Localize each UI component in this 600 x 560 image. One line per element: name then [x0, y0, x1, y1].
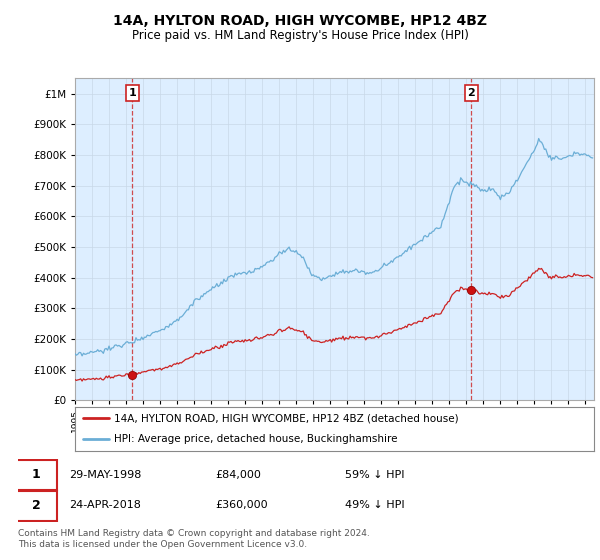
Text: 2: 2 — [467, 88, 475, 98]
Text: £84,000: £84,000 — [215, 470, 261, 480]
Text: 59% ↓ HPI: 59% ↓ HPI — [345, 470, 404, 480]
Text: 1: 1 — [128, 88, 136, 98]
Text: Price paid vs. HM Land Registry's House Price Index (HPI): Price paid vs. HM Land Registry's House … — [131, 29, 469, 42]
FancyBboxPatch shape — [15, 491, 58, 521]
Text: 29-MAY-1998: 29-MAY-1998 — [69, 470, 141, 480]
Text: Contains HM Land Registry data © Crown copyright and database right 2024.
This d: Contains HM Land Registry data © Crown c… — [18, 529, 370, 549]
Text: 24-APR-2018: 24-APR-2018 — [69, 500, 140, 510]
FancyBboxPatch shape — [15, 460, 58, 491]
Text: 1: 1 — [32, 468, 40, 481]
Text: £360,000: £360,000 — [215, 500, 268, 510]
Text: 14A, HYLTON ROAD, HIGH WYCOMBE, HP12 4BZ (detached house): 14A, HYLTON ROAD, HIGH WYCOMBE, HP12 4BZ… — [114, 413, 458, 423]
Text: 2: 2 — [32, 498, 40, 511]
Text: 14A, HYLTON ROAD, HIGH WYCOMBE, HP12 4BZ: 14A, HYLTON ROAD, HIGH WYCOMBE, HP12 4BZ — [113, 14, 487, 28]
Text: HPI: Average price, detached house, Buckinghamshire: HPI: Average price, detached house, Buck… — [114, 433, 397, 444]
Text: 49% ↓ HPI: 49% ↓ HPI — [345, 500, 405, 510]
